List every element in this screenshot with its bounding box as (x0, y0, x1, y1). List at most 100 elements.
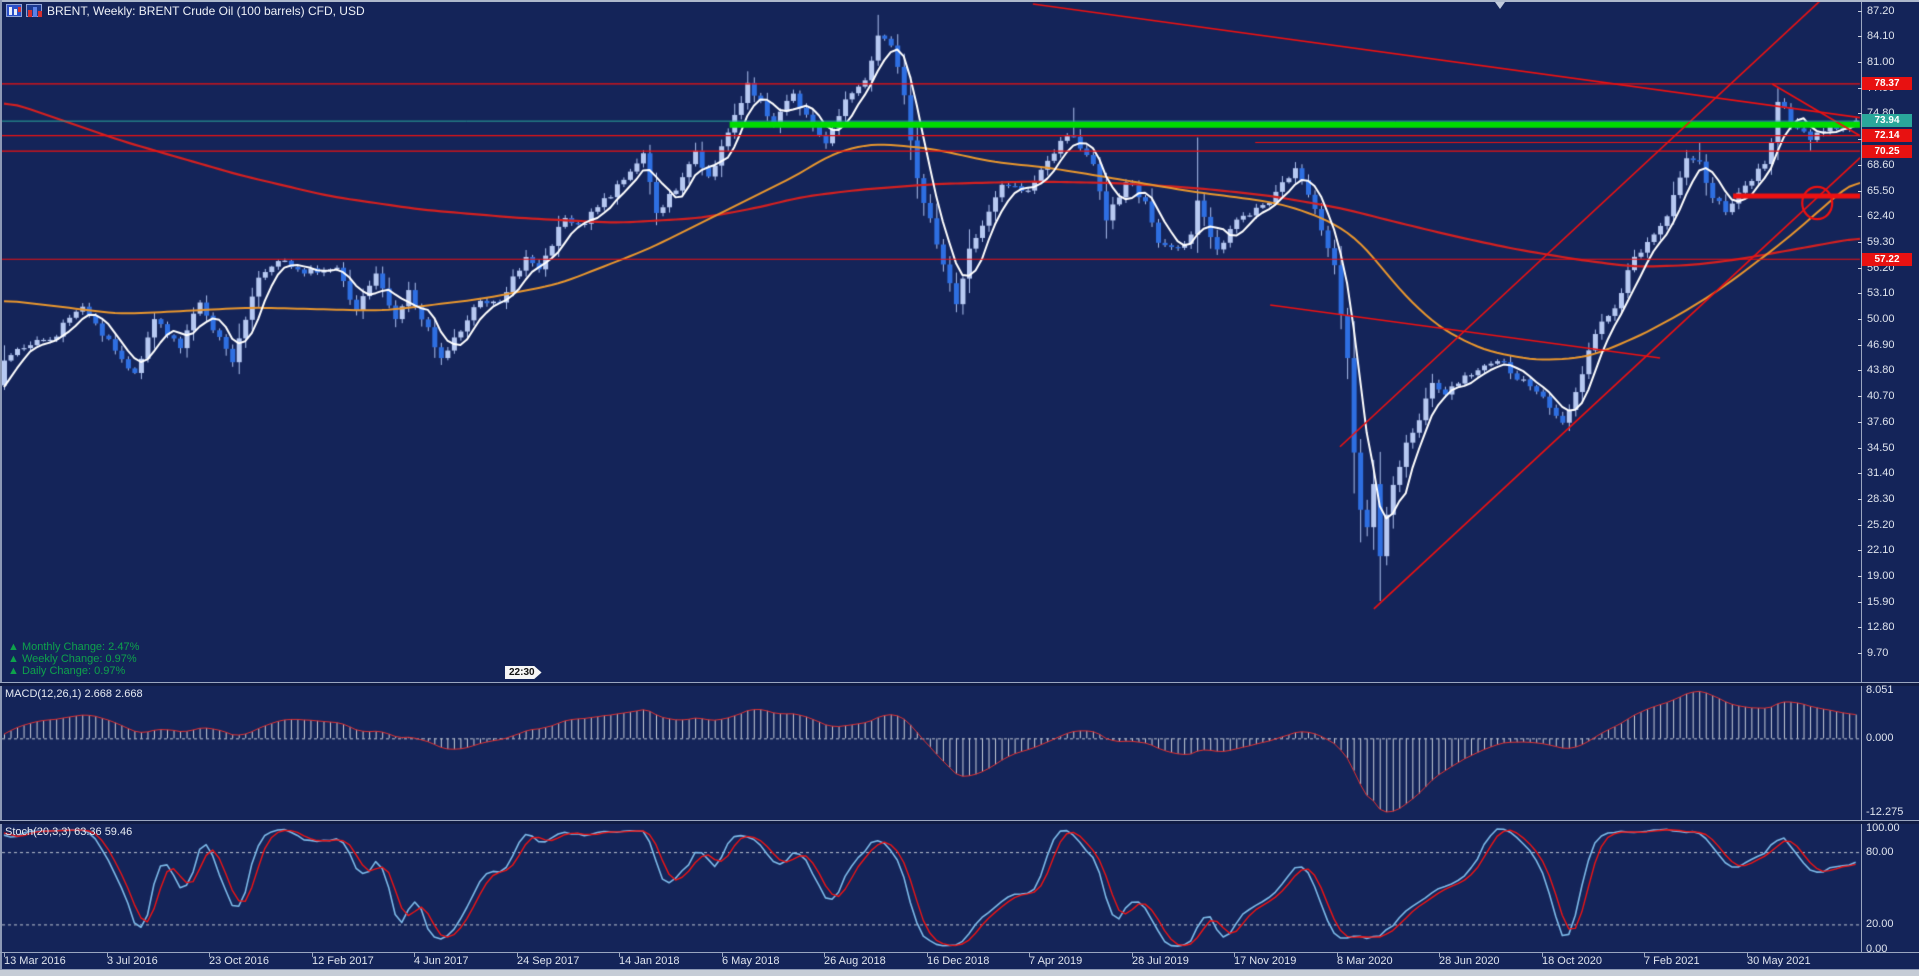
macd-level-label: -12.275 (1866, 806, 1904, 818)
date-tick-mark (1337, 953, 1338, 957)
date-tick-mark (312, 953, 313, 957)
price-tick-mark (1858, 88, 1862, 89)
stoch-panel-separator-shadow (0, 821, 1919, 824)
date-label: 28 Jul 2019 (1132, 955, 1189, 967)
macd-panel-separator[interactable] (0, 682, 1919, 683)
price-tick-label: 34.50 (1867, 442, 1895, 454)
time-axis-separator (0, 952, 1919, 953)
date-label: 18 Oct 2020 (1542, 955, 1602, 967)
date-tick-mark (824, 953, 825, 957)
price-tick-mark (1858, 113, 1862, 114)
stoch-level-label: 80.00 (1866, 846, 1894, 858)
price-tick-mark (1858, 11, 1862, 12)
monthly-change-label: ▲ Monthly Change: 2.47% (8, 641, 140, 653)
date-label: 26 Aug 2018 (824, 955, 886, 967)
price-tick-label: 12.80 (1867, 621, 1895, 633)
price-tick-label: 46.90 (1867, 339, 1895, 351)
date-tick-mark (1029, 953, 1030, 957)
date-tick-mark (927, 953, 928, 957)
price-tick-label: 53.10 (1867, 287, 1895, 299)
price-tick-label: 15.90 (1867, 596, 1895, 608)
date-tick-mark (619, 953, 620, 957)
date-tick-mark (517, 953, 518, 957)
price-tick-label: 65.50 (1867, 185, 1895, 197)
stoch-level-label: 0.00 (1866, 943, 1888, 955)
date-tick-mark (414, 953, 415, 957)
price-tick-label: 22.10 (1867, 544, 1895, 556)
date-label: 28 Jun 2020 (1439, 955, 1500, 967)
price-tick-mark (1858, 36, 1862, 37)
price-tick-mark (1858, 499, 1862, 500)
macd-panel-separator-shadow (0, 683, 1919, 686)
weekly-change-label: ▲ Weekly Change: 0.97% (8, 653, 137, 665)
price-label-line: 70.25 (1862, 145, 1912, 158)
price-label-line: 57.22 (1862, 253, 1912, 266)
stoch-indicator-label: Stoch(20,3,3) 63.36 59.46 (5, 826, 132, 838)
price-tick-label: 9.70 (1867, 647, 1889, 659)
date-tick-mark (1542, 953, 1543, 957)
price-tick-label: 43.80 (1867, 364, 1895, 376)
date-tick-mark (1439, 953, 1440, 957)
price-tick-mark (1858, 627, 1862, 628)
price-tick-label: 28.30 (1867, 493, 1895, 505)
date-tick-mark (1132, 953, 1133, 957)
price-tick-label: 37.60 (1867, 416, 1895, 428)
price-tick-mark (1858, 370, 1862, 371)
price-label-bid: 73.94 (1862, 114, 1912, 127)
price-tick-label: 59.30 (1867, 236, 1895, 248)
macd-indicator-label: MACD(12,26,1) 2.668 2.668 (5, 688, 143, 700)
date-label: 6 May 2018 (722, 955, 780, 967)
date-label: 8 Mar 2020 (1337, 955, 1393, 967)
date-tick-mark (4, 953, 5, 957)
stoch-values: 63.36 59.46 (74, 826, 133, 838)
price-tick-mark (1858, 165, 1862, 166)
macd-name: MACD(12,26,1) (5, 688, 82, 700)
price-tick-label: 84.10 (1867, 30, 1895, 42)
price-tick-label: 81.00 (1867, 56, 1895, 68)
price-tick-mark (1858, 550, 1862, 551)
macd-values: 2.668 2.668 (84, 688, 143, 700)
chart-shift-marker-icon[interactable] (1495, 2, 1505, 9)
stoch-level-label: 100.00 (1866, 822, 1900, 834)
price-tick-mark (1858, 653, 1862, 654)
price-tick-mark (1858, 62, 1862, 63)
window-bottom-strip (0, 969, 1919, 976)
price-tick-label: 87.20 (1867, 5, 1895, 17)
macd-level-label: 0.000 (1866, 732, 1894, 744)
price-tick-mark (1858, 216, 1862, 217)
stoch-panel-separator[interactable] (0, 820, 1919, 821)
price-tick-mark (1858, 448, 1862, 449)
date-label: 14 Jan 2018 (619, 955, 680, 967)
date-label: 12 Feb 2017 (312, 955, 374, 967)
price-tick-mark (1858, 268, 1862, 269)
price-label-line: 78.37 (1862, 77, 1912, 90)
price-tick-label: 40.70 (1867, 390, 1895, 402)
price-tick-mark (1858, 602, 1862, 603)
chart-title: BRENT, Weekly: BRENT Crude Oil (100 barr… (47, 4, 365, 18)
price-tick-label: 68.60 (1867, 159, 1895, 171)
indicator-window-icon (26, 4, 42, 17)
price-tick-mark (1858, 576, 1862, 577)
price-axis-line (1861, 2, 1862, 952)
price-tick-mark (1858, 473, 1862, 474)
date-tick-mark (209, 953, 210, 957)
date-label: 13 Mar 2016 (4, 955, 66, 967)
price-tick-mark (1858, 319, 1862, 320)
price-tick-mark (1858, 422, 1862, 423)
date-tick-mark (722, 953, 723, 957)
date-label: 7 Feb 2021 (1644, 955, 1700, 967)
price-tick-label: 25.20 (1867, 519, 1895, 531)
price-tick-mark (1858, 525, 1862, 526)
date-label: 7 Apr 2019 (1029, 955, 1083, 967)
candle-countdown-tag: 22:30 (505, 666, 542, 679)
stoch-name: Stoch(20,3,3) (5, 826, 72, 838)
price-tick-label: 19.00 (1867, 570, 1895, 582)
price-tick-mark (1858, 139, 1862, 140)
daily-change-label: ▲ Daily Change: 0.97% (8, 665, 126, 677)
time-axis[interactable]: 13 Mar 2016 3 Jul 2016 23 Oct 2016 12 Feb 2… (0, 952, 1919, 969)
date-tick-mark (1644, 953, 1645, 957)
date-tick-mark (1747, 953, 1748, 957)
date-label: 30 May 2021 (1747, 955, 1811, 967)
